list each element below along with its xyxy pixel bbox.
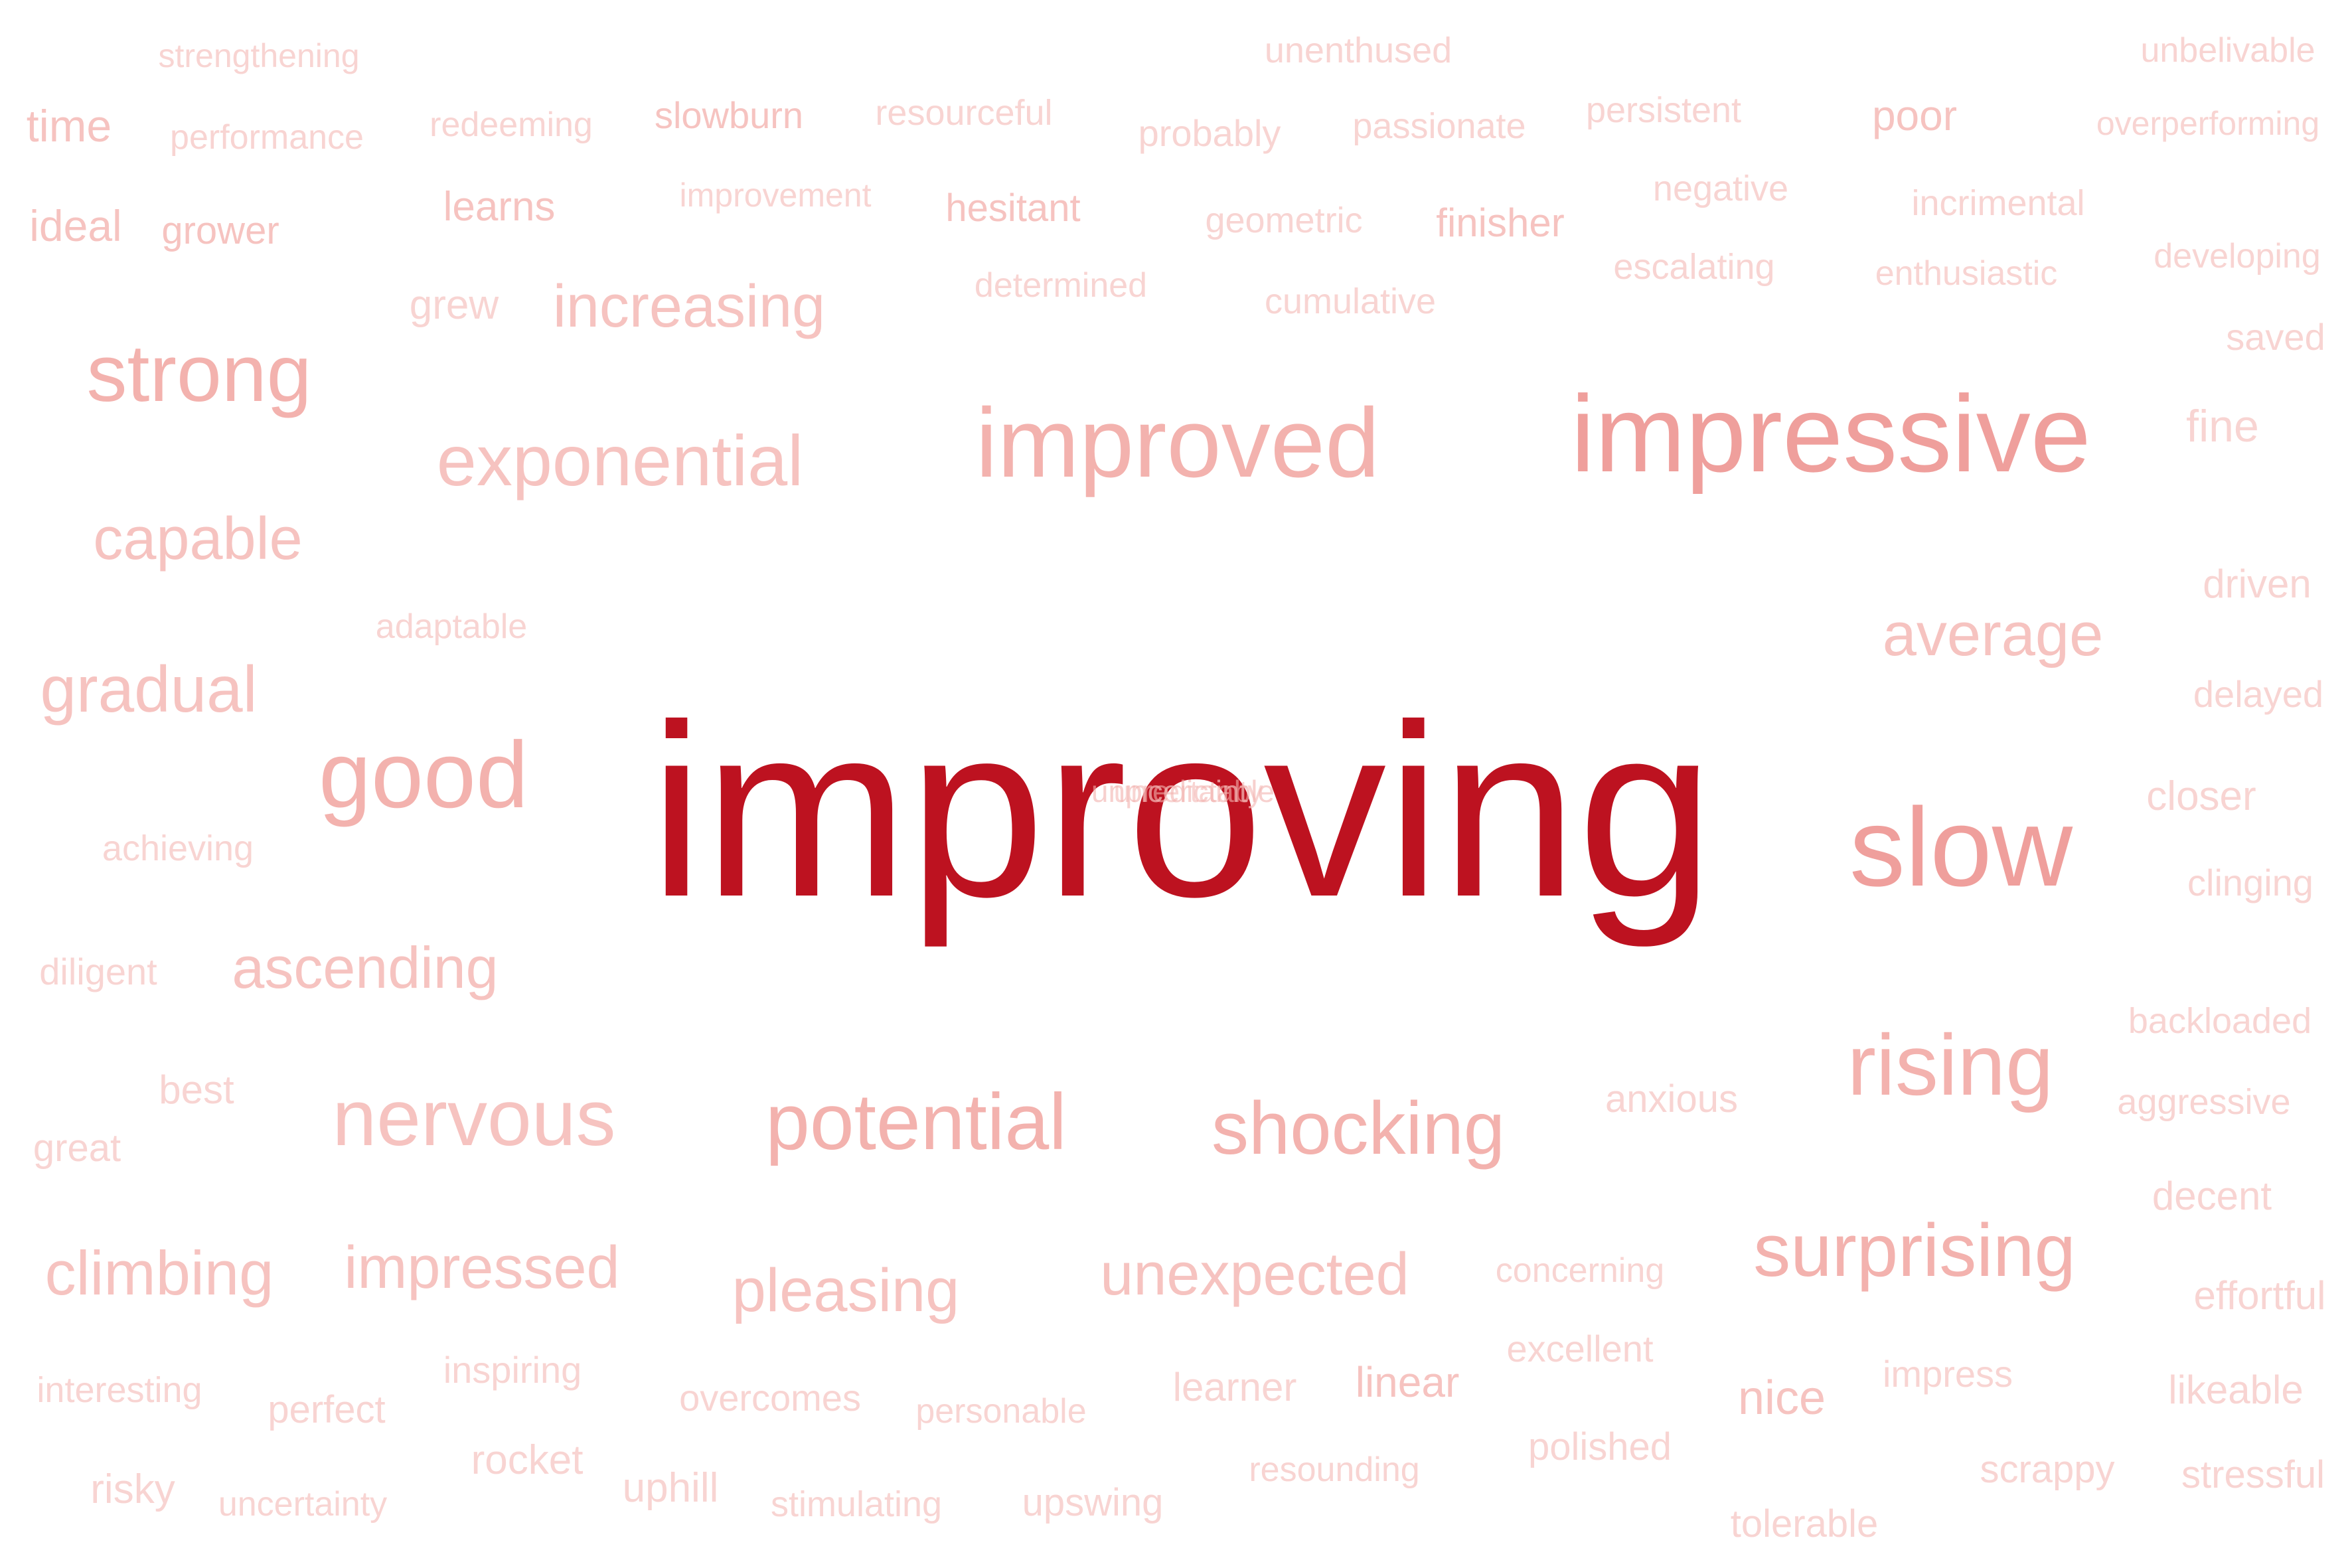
word-polished: polished: [1528, 1425, 1672, 1468]
word-nervous: nervous: [332, 1073, 616, 1162]
word-improved: improved: [975, 388, 1380, 498]
word-negative: negative: [1652, 169, 1789, 208]
word-excellent: excellent: [1506, 1328, 1654, 1370]
word-ideal: ideal: [29, 201, 122, 250]
word-rising: rising: [1847, 1016, 2054, 1113]
word-geometric: geometric: [1205, 200, 1363, 240]
word-risky: risky: [90, 1466, 175, 1512]
word-perfect: perfect: [268, 1388, 386, 1431]
word-slowburn: slowburn: [654, 94, 804, 136]
word-effortful: effortful: [2193, 1273, 2326, 1318]
word-average: average: [1882, 601, 2104, 668]
word-overlap-1: uncertainty: [1113, 774, 1263, 809]
word-surprising: surprising: [1753, 1209, 2076, 1292]
word-rocket: rocket: [471, 1437, 584, 1483]
word-pleasing: pleasing: [732, 1257, 960, 1324]
word-scrappy: scrappy: [1980, 1448, 2115, 1491]
word-unexpected: unexpected: [1100, 1241, 1409, 1308]
word-persistent: persistent: [1585, 90, 1742, 130]
word-resounding: resounding: [1249, 1450, 1420, 1489]
word-overperforming: overperforming: [2096, 105, 2320, 142]
word-learner: learner: [1172, 1365, 1297, 1409]
word-unenthused: unenthused: [1264, 31, 1452, 70]
word-unbelivable: unbelivable: [2140, 31, 2315, 70]
word-probably: probably: [1138, 112, 1281, 154]
word-good: good: [319, 722, 528, 828]
word-passionate: passionate: [1352, 106, 1526, 146]
word-enthusiastic: enthusiastic: [1875, 254, 2058, 293]
word-time: time: [26, 101, 112, 151]
word-cumulative: cumulative: [1264, 281, 1437, 321]
word-great: great: [33, 1127, 121, 1170]
word-redeeming: redeeming: [430, 106, 593, 144]
word-improvement: improvement: [679, 177, 872, 214]
word-driven: driven: [2203, 562, 2312, 606]
word-fine: fine: [2186, 401, 2259, 451]
word-escalating: escalating: [1613, 247, 1775, 287]
word-stressful: stressful: [2181, 1453, 2325, 1496]
word-anxious: anxious: [1605, 1077, 1738, 1121]
word-achieving: achieving: [102, 828, 254, 868]
word-grower: grower: [161, 209, 279, 252]
word-interesting: interesting: [37, 1370, 202, 1410]
word-tolerable: tolerable: [1730, 1502, 1879, 1545]
word-ascending: ascending: [232, 935, 499, 1000]
word-closer: closer: [2146, 773, 2256, 819]
word-improving: improving: [649, 674, 1714, 948]
word-saved: saved: [2226, 316, 2325, 358]
word-likeable: likeable: [2168, 1368, 2304, 1412]
word-climbing: climbing: [44, 1238, 274, 1308]
word-stimulating: stimulating: [770, 1484, 943, 1524]
word-grew: grew: [409, 282, 499, 328]
word-shocking: shocking: [1211, 1087, 1506, 1170]
word-impressed: impressed: [344, 1235, 620, 1301]
word-gradual: gradual: [40, 653, 258, 726]
word-nice: nice: [1737, 1372, 1826, 1425]
word-concerning: concerning: [1495, 1251, 1665, 1290]
word-finisher: finisher: [1436, 200, 1565, 245]
word-impress: impress: [1882, 1353, 2013, 1395]
word-strong: strong: [86, 328, 312, 418]
word-overlap-2: unpredictable: [1091, 774, 1275, 809]
word-learns: learns: [443, 184, 556, 230]
word-uncertainty: uncertainty: [218, 1485, 388, 1524]
word-aggressive: aggressive: [2117, 1082, 2291, 1122]
word-determined: determined: [974, 266, 1148, 305]
word-best: best: [159, 1067, 234, 1112]
word-slow: slow: [1849, 785, 2073, 909]
word-adaptable: adaptable: [375, 607, 528, 646]
word-hesitant: hesitant: [945, 187, 1081, 230]
word-performance: performance: [170, 118, 364, 157]
word-developing: developing: [2154, 237, 2321, 275]
word-poor: poor: [1871, 92, 1958, 139]
word-clinging: clinging: [2187, 862, 2313, 903]
word-incrimental: incrimental: [1911, 183, 2085, 223]
word-inspiring: inspiring: [443, 1349, 582, 1391]
word-linear: linear: [1355, 1358, 1460, 1406]
word-increasing: increasing: [552, 274, 826, 340]
word-diligent: diligent: [39, 951, 157, 992]
word-exponential: exponential: [436, 420, 804, 501]
word-decent: decent: [2152, 1174, 2272, 1218]
word-backloaded: backloaded: [2128, 1001, 2312, 1041]
word-overcomes: overcomes: [679, 1377, 861, 1419]
word-personable: personable: [915, 1392, 1087, 1431]
word-potential: potential: [765, 1077, 1067, 1166]
word-strengthening: strengthening: [158, 37, 360, 74]
word-resourceful: resourceful: [875, 93, 1053, 133]
word-impressive: impressive: [1571, 373, 2091, 495]
word-uphill: uphill: [622, 1465, 719, 1511]
word-capable: capable: [93, 506, 303, 572]
word-upswing: upswing: [1022, 1481, 1164, 1524]
word-delayed: delayed: [2193, 673, 2324, 715]
